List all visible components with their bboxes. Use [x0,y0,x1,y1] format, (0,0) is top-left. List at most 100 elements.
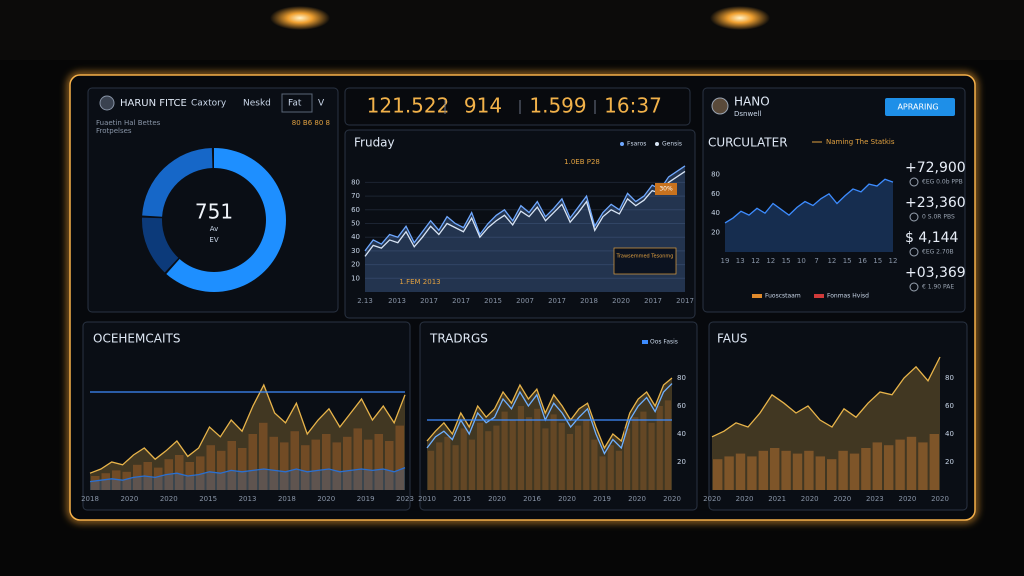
bar [534,408,541,490]
button[interactable] [885,98,955,116]
x-tick-label: 2021 [768,495,786,503]
bar [724,456,734,490]
bar [558,422,565,490]
x-tick-label: 2020 [120,495,138,503]
bar [849,453,860,490]
x-tick-label: 12 [766,257,775,265]
line [724,178,894,224]
line [89,466,406,483]
ceiling [0,0,1024,60]
stat-value: +03,369 [905,265,966,281]
x-tick-label: 2020 [801,495,819,503]
bar [575,425,582,490]
y-tick-label: 60 [677,402,686,410]
bar [280,442,289,490]
x-tick-label: 2015 [199,495,217,503]
x-tick-label: 15 [873,257,882,265]
bar [91,476,100,490]
y-tick-label: 20 [711,229,720,237]
tab[interactable]: Fat [288,99,302,109]
x-tick-label: 2018 [81,495,99,503]
x-tick-label: 2013 [239,495,257,503]
legend-label: Naming The Statkis [826,138,895,146]
bar [248,434,257,490]
bar [792,453,803,490]
x-tick-label: 2020 [663,495,681,503]
line [89,383,406,474]
donut-segment [142,217,179,273]
bar [206,445,215,490]
bar [599,456,606,490]
stat-sub: 0 S.0R PBS [922,214,955,221]
bar [861,448,871,490]
x-tick-label: 12 [827,257,836,265]
y-tick-label: 20 [351,261,360,269]
x-tick-label: 15 [782,257,791,265]
bar [872,442,882,490]
donut-segment [142,148,213,217]
stat-icon [909,212,919,222]
stat-value: 16:37 [604,94,662,118]
button-label[interactable]: APRARING [897,103,938,112]
stat-value: 914 [464,94,502,118]
y-tick-label: 50 [351,220,360,228]
x-tick-label: 2018 [580,297,598,305]
bar [444,436,451,490]
x-tick-label: 2020 [833,495,851,503]
bar [452,445,459,490]
chart-title: Fruday [354,136,395,150]
x-tick-label: 2018 [278,495,296,503]
bar [301,445,310,490]
x-tick-label: 2020 [488,495,506,503]
bar [311,439,320,490]
bar [175,455,184,490]
bar [884,445,894,490]
bar [615,450,622,490]
donut-line: EV [209,236,218,244]
bar [501,411,508,490]
y-tick-label: 80 [711,170,720,178]
tab[interactable]: V [318,99,325,109]
annotation-box [655,183,677,195]
bar [332,442,341,490]
x-tick-label: 2017 [548,297,566,305]
bar [648,422,655,490]
bar [747,456,757,490]
stat-value: 121.522 [367,94,450,118]
tab-box[interactable] [281,93,313,113]
bar [460,428,467,490]
x-tick-label: 2023 [396,495,414,503]
bar [838,450,848,490]
stat-sub: € 1.90 PAE [922,284,954,291]
bar [385,441,394,490]
y-tick-label: 40 [945,430,954,438]
bar [364,439,373,490]
annotation-box [613,247,677,275]
x-tick-label: 2015 [453,495,471,503]
bar [542,428,549,490]
bar [827,459,837,490]
x-tick-label: 12 [751,257,760,265]
y-tick-label: 30 [351,247,360,255]
legend-label: Gensis [662,141,682,148]
bar [804,450,814,490]
y-tick-label: 40 [677,430,686,438]
bar [517,406,524,490]
x-tick-label: 12 [889,257,898,265]
y-tick-label: 80 [677,374,686,382]
tab[interactable]: Caxtory [191,99,227,109]
y-tick-label: 80 [945,374,954,382]
x-tick-label: 2007 [516,297,534,305]
stat-value: $ 4,144 [905,230,959,246]
bar [343,436,352,490]
donut-line: Av [210,225,219,233]
x-tick-label: 2017 [676,297,694,305]
y-tick-label: 20 [945,458,954,466]
tab[interactable]: Neskd [243,99,271,109]
stat-sub: €EG 2.70B [922,249,954,256]
x-tick-label: 2019 [357,495,375,503]
x-tick-label: 19 [721,257,730,265]
panel-title: FAUS [717,332,747,346]
x-tick-label: 2013 [388,297,406,305]
annotation: 1.FEM 2013 [399,278,440,286]
